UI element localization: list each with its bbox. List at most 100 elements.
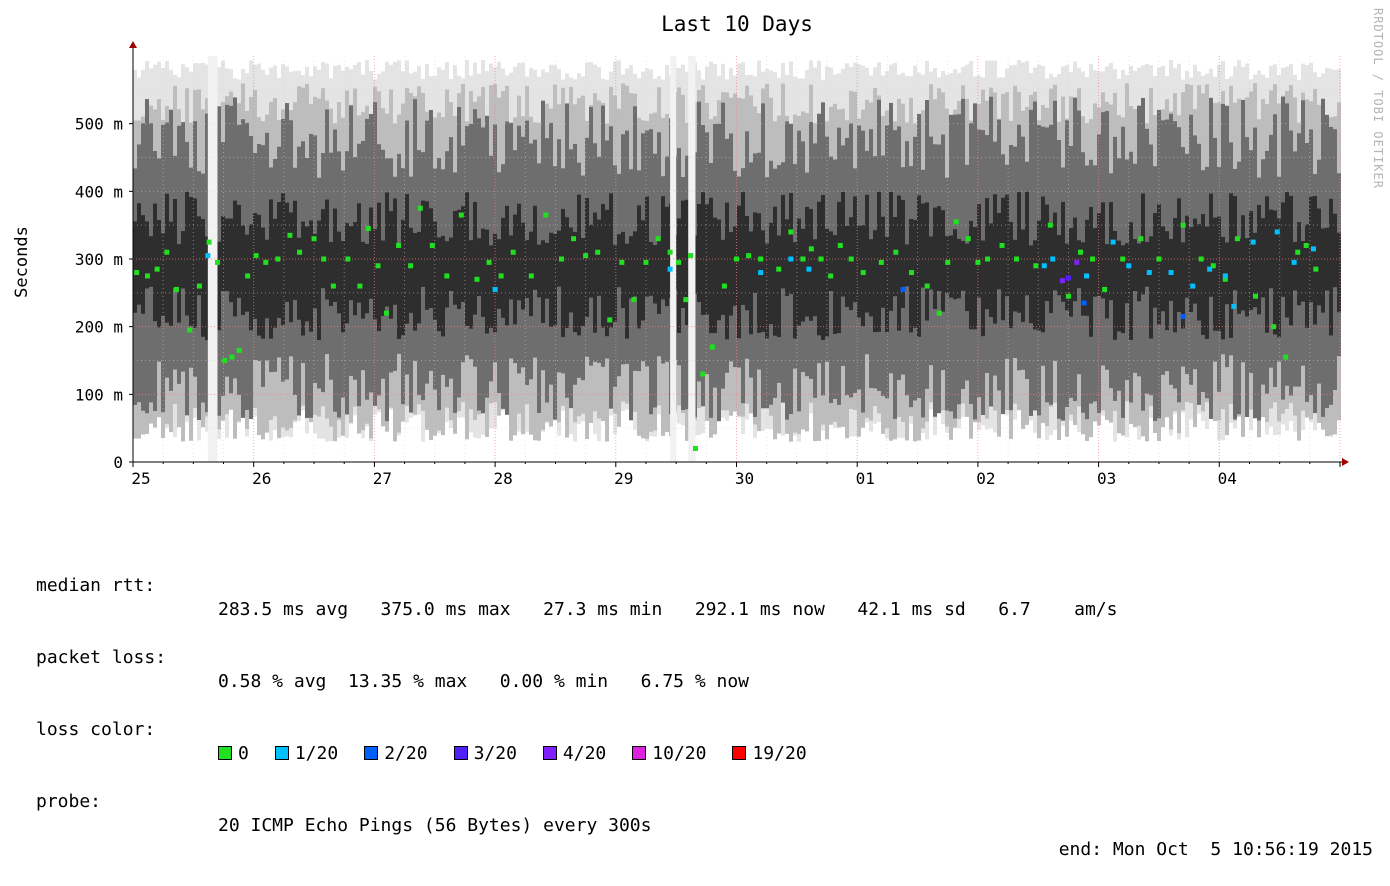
smoke-band bbox=[321, 209, 325, 289]
rtt-point-loss-1-20 bbox=[205, 253, 211, 259]
rtt-point-loss-0 bbox=[688, 253, 694, 259]
rtt-point-loss-0 bbox=[206, 239, 212, 245]
rtt-point-loss-0 bbox=[1120, 256, 1126, 262]
smokeping-chart: Last 10 Days Seconds RRDTOOL / TOBI OETI… bbox=[12, 8, 1385, 488]
smoke-band bbox=[1213, 217, 1217, 331]
smoke-band bbox=[141, 215, 145, 314]
loss-color-swatch bbox=[274, 746, 289, 760]
smoke-band bbox=[945, 177, 949, 411]
rtt-point-loss-0 bbox=[924, 283, 930, 289]
loss-color-item: 1/20 bbox=[274, 743, 338, 764]
loss-color-swatch bbox=[542, 746, 557, 760]
smoke-band bbox=[725, 202, 729, 340]
rtt-point-loss-0 bbox=[357, 283, 363, 289]
smoke-band bbox=[1181, 242, 1185, 329]
smoke-band bbox=[217, 241, 221, 331]
smoke-band bbox=[337, 231, 341, 314]
smoke-band bbox=[1117, 240, 1121, 332]
smoke-band bbox=[453, 210, 457, 305]
smoke-band bbox=[909, 218, 913, 333]
rtt-point-loss-0 bbox=[383, 310, 389, 316]
smoke-band bbox=[777, 235, 781, 338]
smoke-band bbox=[1013, 239, 1017, 312]
rtt-point-loss-1-20 bbox=[1168, 270, 1174, 276]
smoke-band bbox=[565, 217, 569, 329]
smoke-band bbox=[1177, 198, 1181, 313]
y-tick-label: 200 m bbox=[75, 318, 123, 337]
smoke-band bbox=[1229, 193, 1233, 338]
smoke-band bbox=[1329, 198, 1333, 336]
smoke-band bbox=[633, 231, 637, 297]
smoke-band bbox=[601, 203, 605, 328]
smoke-band bbox=[717, 219, 721, 321]
smoke-band bbox=[413, 99, 417, 361]
loss-color-swatch bbox=[453, 746, 468, 760]
smoke-band bbox=[201, 219, 205, 337]
smoke-band bbox=[1225, 242, 1229, 305]
smoke-band bbox=[981, 240, 985, 337]
smoke-band bbox=[1221, 236, 1225, 340]
smoke-band bbox=[677, 218, 681, 333]
loss-color-swatch bbox=[364, 746, 379, 760]
rtt-point-loss-0 bbox=[607, 317, 613, 323]
rtt-point-loss-0 bbox=[164, 249, 170, 255]
smoke-band bbox=[937, 206, 941, 291]
rtt-point-loss-0 bbox=[510, 249, 516, 255]
smoke-band bbox=[1105, 244, 1109, 319]
smoke-band bbox=[541, 100, 545, 371]
smoke-band bbox=[953, 229, 957, 300]
smoke-band bbox=[989, 223, 993, 318]
rtt-point-loss-1-20 bbox=[1231, 303, 1237, 309]
smoke-band bbox=[949, 235, 953, 298]
rtt-point-loss-0 bbox=[486, 259, 492, 265]
smoke-band bbox=[205, 236, 209, 341]
smoke-band bbox=[713, 217, 717, 334]
y-tick-label: 300 m bbox=[75, 250, 123, 269]
rtt-point-loss-0 bbox=[154, 266, 160, 272]
smoke-band bbox=[361, 241, 365, 319]
smoke-band bbox=[1105, 110, 1109, 370]
smoke-band bbox=[541, 240, 545, 323]
smoke-band bbox=[521, 222, 525, 310]
rtt-point-loss-0 bbox=[253, 253, 259, 259]
rtt-point-loss-0 bbox=[173, 286, 179, 292]
smoke-band bbox=[437, 237, 441, 332]
rrdtool-watermark: RRDTOOL / TOBI OETIKER bbox=[1371, 8, 1385, 189]
median-rtt-label: median rtt: bbox=[36, 575, 156, 596]
rtt-point-loss-0 bbox=[1283, 354, 1289, 360]
rtt-point-loss-0 bbox=[287, 232, 293, 238]
smoke-band bbox=[273, 218, 277, 328]
rtt-point-loss-1-20 bbox=[1291, 259, 1297, 265]
smoke-band bbox=[333, 208, 337, 302]
smoke-band bbox=[409, 227, 413, 313]
smoke-band bbox=[249, 224, 253, 331]
rtt-point-loss-0 bbox=[1102, 286, 1108, 292]
smoke-band bbox=[441, 235, 445, 337]
smoke-band bbox=[417, 231, 421, 324]
smoke-band bbox=[429, 208, 433, 308]
smoke-band bbox=[1289, 195, 1293, 326]
rtt-point-loss-1-20 bbox=[758, 270, 764, 276]
x-tick-label: 27 bbox=[373, 469, 392, 488]
smoke-band bbox=[733, 226, 737, 306]
smoke-band bbox=[1101, 202, 1105, 299]
smoke-band bbox=[825, 228, 829, 337]
smoke-band bbox=[1069, 228, 1073, 317]
smoke-band bbox=[1141, 193, 1145, 295]
smoke-gap bbox=[207, 56, 218, 462]
rtt-point-loss-0 bbox=[263, 259, 269, 265]
end-time: end: Mon Oct 5 10:56:19 2015 bbox=[1058, 839, 1373, 860]
smoke-band bbox=[581, 238, 585, 327]
smoke-band bbox=[1245, 238, 1249, 317]
rtt-point-loss-0 bbox=[583, 253, 589, 259]
smoke-band bbox=[661, 196, 665, 300]
smoke-band bbox=[561, 208, 565, 337]
smoke-band bbox=[817, 201, 821, 336]
smoke-band bbox=[1277, 218, 1281, 338]
rtt-point-loss-1-20 bbox=[1207, 266, 1213, 272]
rtt-point-loss-4-20 bbox=[1059, 278, 1065, 284]
loss-color-text: 19/20 bbox=[752, 743, 807, 764]
smoke-band bbox=[1265, 196, 1269, 333]
rtt-point-loss-1-20 bbox=[788, 256, 794, 262]
smoke-band bbox=[221, 216, 225, 292]
